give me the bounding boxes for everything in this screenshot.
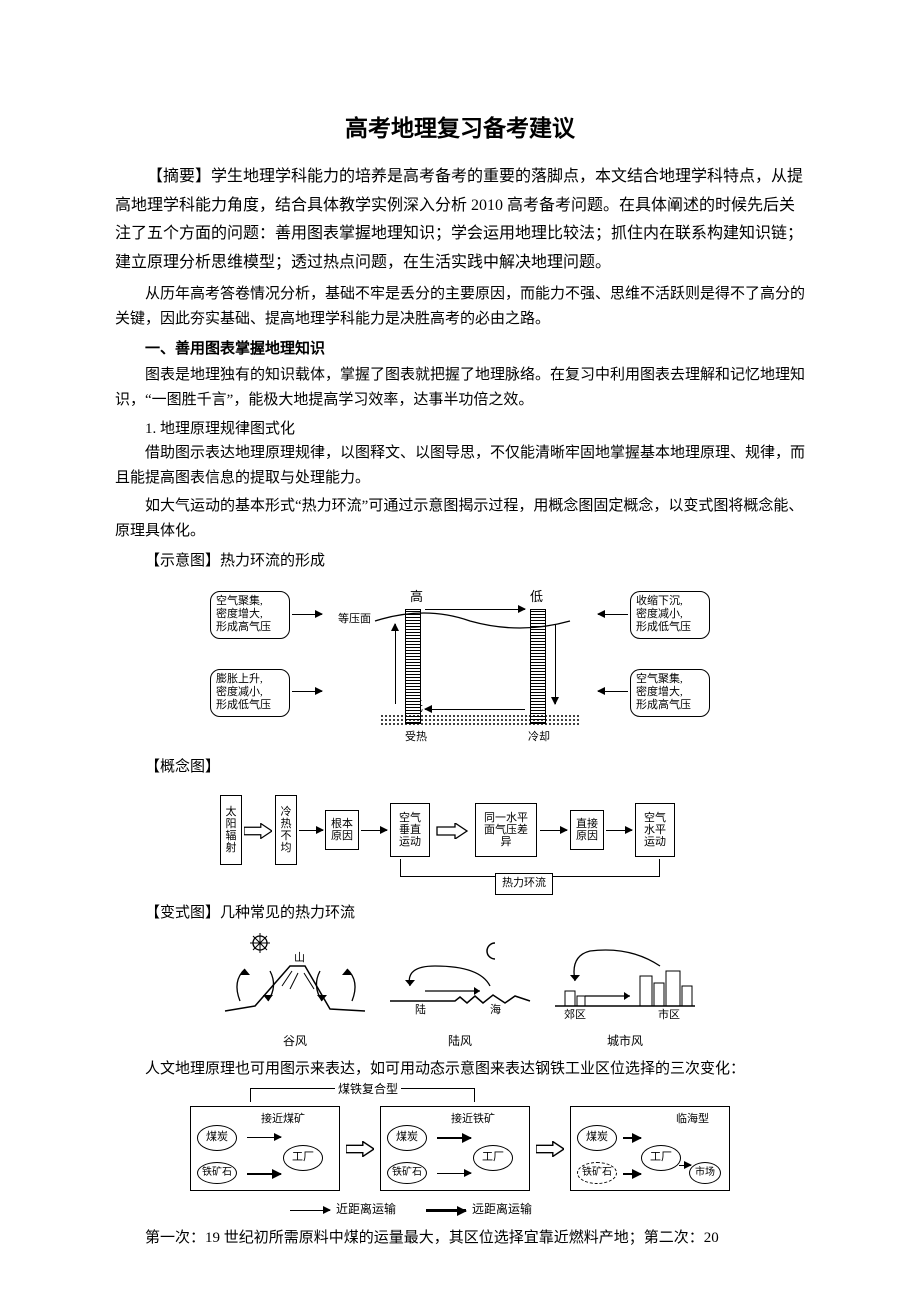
thin-arrow-icon [290, 1210, 330, 1211]
fig4-g2-a2 [437, 1173, 471, 1174]
fig4-g3-a1 [623, 1137, 641, 1139]
section-1-sub1: 1. 地理原理规律图式化 [115, 417, 805, 441]
fig1-isobar-curve [370, 603, 580, 633]
fig2-arr2 [299, 830, 323, 831]
section-1-p3: 如大气运动的基本形式“热力环流”可通过示意图揭示过程，用概念图固定概念，以变式图… [115, 494, 805, 545]
fig4-g3-a2 [623, 1173, 641, 1175]
fig4-legend: 近距离运输 远距离运输 [290, 1200, 532, 1219]
fig4-legend-thin-label: 近距离运输 [336, 1200, 396, 1219]
fig4-g2-iron: 铁矿石 [387, 1162, 427, 1184]
fig4-legend-thin: 近距离运输 [290, 1200, 396, 1219]
fig2-n1: 太阳辐射 [220, 795, 242, 865]
fig2-bottom: 热力环流 [495, 873, 553, 895]
page-title: 高考地理复习备考建议 [115, 110, 805, 147]
fig3-urban-breeze: 郊区 市区 城市风 [550, 931, 700, 1051]
fig2-arr6 [606, 830, 632, 831]
svg-text:陆: 陆 [415, 1002, 426, 1016]
fig4-g3-market: 市场 [689, 1162, 721, 1184]
intro-paragraph: 从历年高考答卷情况分析，基础不牢是丢分的主要原因，而能力不强、思维不活跃则是得不… [115, 282, 805, 333]
fig2-arr5 [540, 830, 567, 831]
thick-arrow-icon [426, 1209, 466, 1212]
svg-text:海: 海 [490, 1002, 501, 1016]
fig4-g1-iron: 铁矿石 [197, 1162, 237, 1184]
fig4-g1-coal: 煤炭 [197, 1125, 237, 1151]
fig1-label: 【示意图】热力环流的形成 [115, 549, 805, 573]
fig4-g3-iron: 铁矿石 [577, 1162, 617, 1184]
human-geo-paragraph: 人文地理原理也可用图示来表达，如可用动态示意图来表达钢铁工业区位选择的三次变化： [115, 1057, 805, 1083]
fig4-group2: 接近铁矿 煤炭 铁矿石 工厂 [380, 1106, 530, 1191]
fig4-trans1 [346, 1140, 374, 1156]
fig2-n3: 根本原因 [325, 810, 359, 850]
svg-text:郊区: 郊区 [564, 1008, 586, 1021]
fig3-l3: 城市风 [550, 1032, 700, 1051]
fig3-land-breeze: 陆 海 陆风 [385, 931, 535, 1051]
section-1-p1: 图表是地理独有的知识载体，掌握了图表就把握了地理脉络。在复习中利用图表去理解和记… [115, 363, 805, 414]
fig4-g2-factory: 工厂 [473, 1145, 513, 1171]
fig1-conn-bl [292, 691, 322, 692]
fig1-ground [380, 714, 580, 726]
fig1-box-tl: 空气聚集,密度增大,形成高气压 [210, 591, 290, 639]
fig1-arrow-bottom [425, 709, 525, 710]
fig2-n6: 直接原因 [570, 810, 604, 850]
fig4-group3: 临海型 煤炭 铁矿石 工厂 市场 [570, 1106, 730, 1191]
fig2-n7: 空气水平运动 [635, 803, 675, 857]
variant-diagram: 山 谷风 陆 海 [115, 931, 805, 1051]
concept-diagram: 太阳辐射 冷热不均 根本原因 空气垂直运动 同一水平面气压差异 直接原因 空气水… [115, 785, 805, 895]
steel-industry-diagram: 煤铁复合型 接近煤矿 煤炭 铁矿石 工厂 接近铁矿 煤炭 铁矿石 工厂 临海型 [115, 1088, 805, 1218]
fig2-arr4 [434, 822, 470, 838]
fig4-group1: 接近煤矿 煤炭 铁矿石 工厂 [190, 1106, 340, 1191]
fig2-n2: 冷热不均 [275, 795, 297, 865]
fig1-arrow-left-up [395, 624, 396, 704]
fig1-conn-tr [598, 614, 628, 615]
fig4-g1-title: 接近煤矿 [261, 1111, 305, 1129]
fig1-box-bl: 膨胀上升,密度减小,形成低气压 [210, 669, 290, 717]
fig1-cooled: 冷却 [528, 729, 550, 747]
fig2-n5: 同一水平面气压差异 [475, 803, 537, 857]
fig4-g3-factory: 工厂 [641, 1145, 681, 1171]
fig3-l2: 陆风 [385, 1032, 535, 1051]
fig4-g2-coal: 煤炭 [387, 1125, 427, 1151]
fig4-g1-a2 [247, 1173, 281, 1175]
fig2-label: 【概念图】 [115, 755, 805, 779]
fig4-g1-factory: 工厂 [283, 1145, 323, 1171]
fig4-type-label: 煤铁复合型 [335, 1080, 401, 1099]
section-1-p2: 借助图示表达地理原理规律，以图释文、以图导思，不仅能清晰牢固地掌握基本地理原理、… [115, 441, 805, 492]
fig1-box-tr: 收缩下沉,密度减小,形成低气压 [630, 591, 710, 639]
fig4-legend-thick-label: 远距离运输 [472, 1200, 532, 1219]
svg-text:市区: 市区 [658, 1007, 680, 1021]
fig1-conn-tl [292, 614, 322, 615]
svg-text:山: 山 [294, 951, 305, 964]
fig4-g2-a1 [437, 1137, 471, 1139]
fig4-g3-coal: 煤炭 [577, 1125, 617, 1151]
fig1-isobar: 等压面 [338, 611, 371, 629]
abstract: 【摘要】学生地理学科能力的培养是高考备考的重要的落脚点，本文结合地理学科特点，从… [115, 163, 805, 278]
fig4-g1-a1 [247, 1137, 281, 1138]
fig1-arrow-right-down [555, 624, 556, 704]
section-1-heading: 一、善用图表掌握地理知识 [115, 337, 805, 361]
fig4-trans2 [536, 1140, 564, 1156]
fig4-g3-a3 [679, 1165, 691, 1166]
fig1-conn-br [598, 691, 628, 692]
fig1-heated: 受热 [405, 729, 427, 747]
thermal-circulation-diagram: 空气聚集,密度增大,形成高气压 收缩下沉,密度减小,形成低气压 膨胀上升,密度减… [115, 579, 805, 749]
fig2-arr1 [244, 822, 272, 838]
fig2-n4: 空气垂直运动 [390, 803, 430, 857]
fig4-g2-title: 接近铁矿 [451, 1111, 495, 1129]
fig1-box-br: 空气聚集,密度增大,形成高气压 [630, 669, 710, 717]
fig1-arrow-top [425, 609, 525, 610]
fig3-l1: 谷风 [220, 1032, 370, 1051]
closing-paragraph: 第一次：19 世纪初所需原料中煤的运量最大，其区位选择宜靠近燃料产地；第二次：2… [115, 1226, 805, 1252]
fig3-valley: 山 谷风 [220, 931, 370, 1051]
fig4-legend-thick: 远距离运输 [426, 1200, 532, 1219]
fig3-label: 【变式图】几种常见的热力环流 [115, 901, 805, 925]
fig2-arr3 [361, 830, 387, 831]
fig4-g3-title: 临海型 [676, 1111, 709, 1129]
